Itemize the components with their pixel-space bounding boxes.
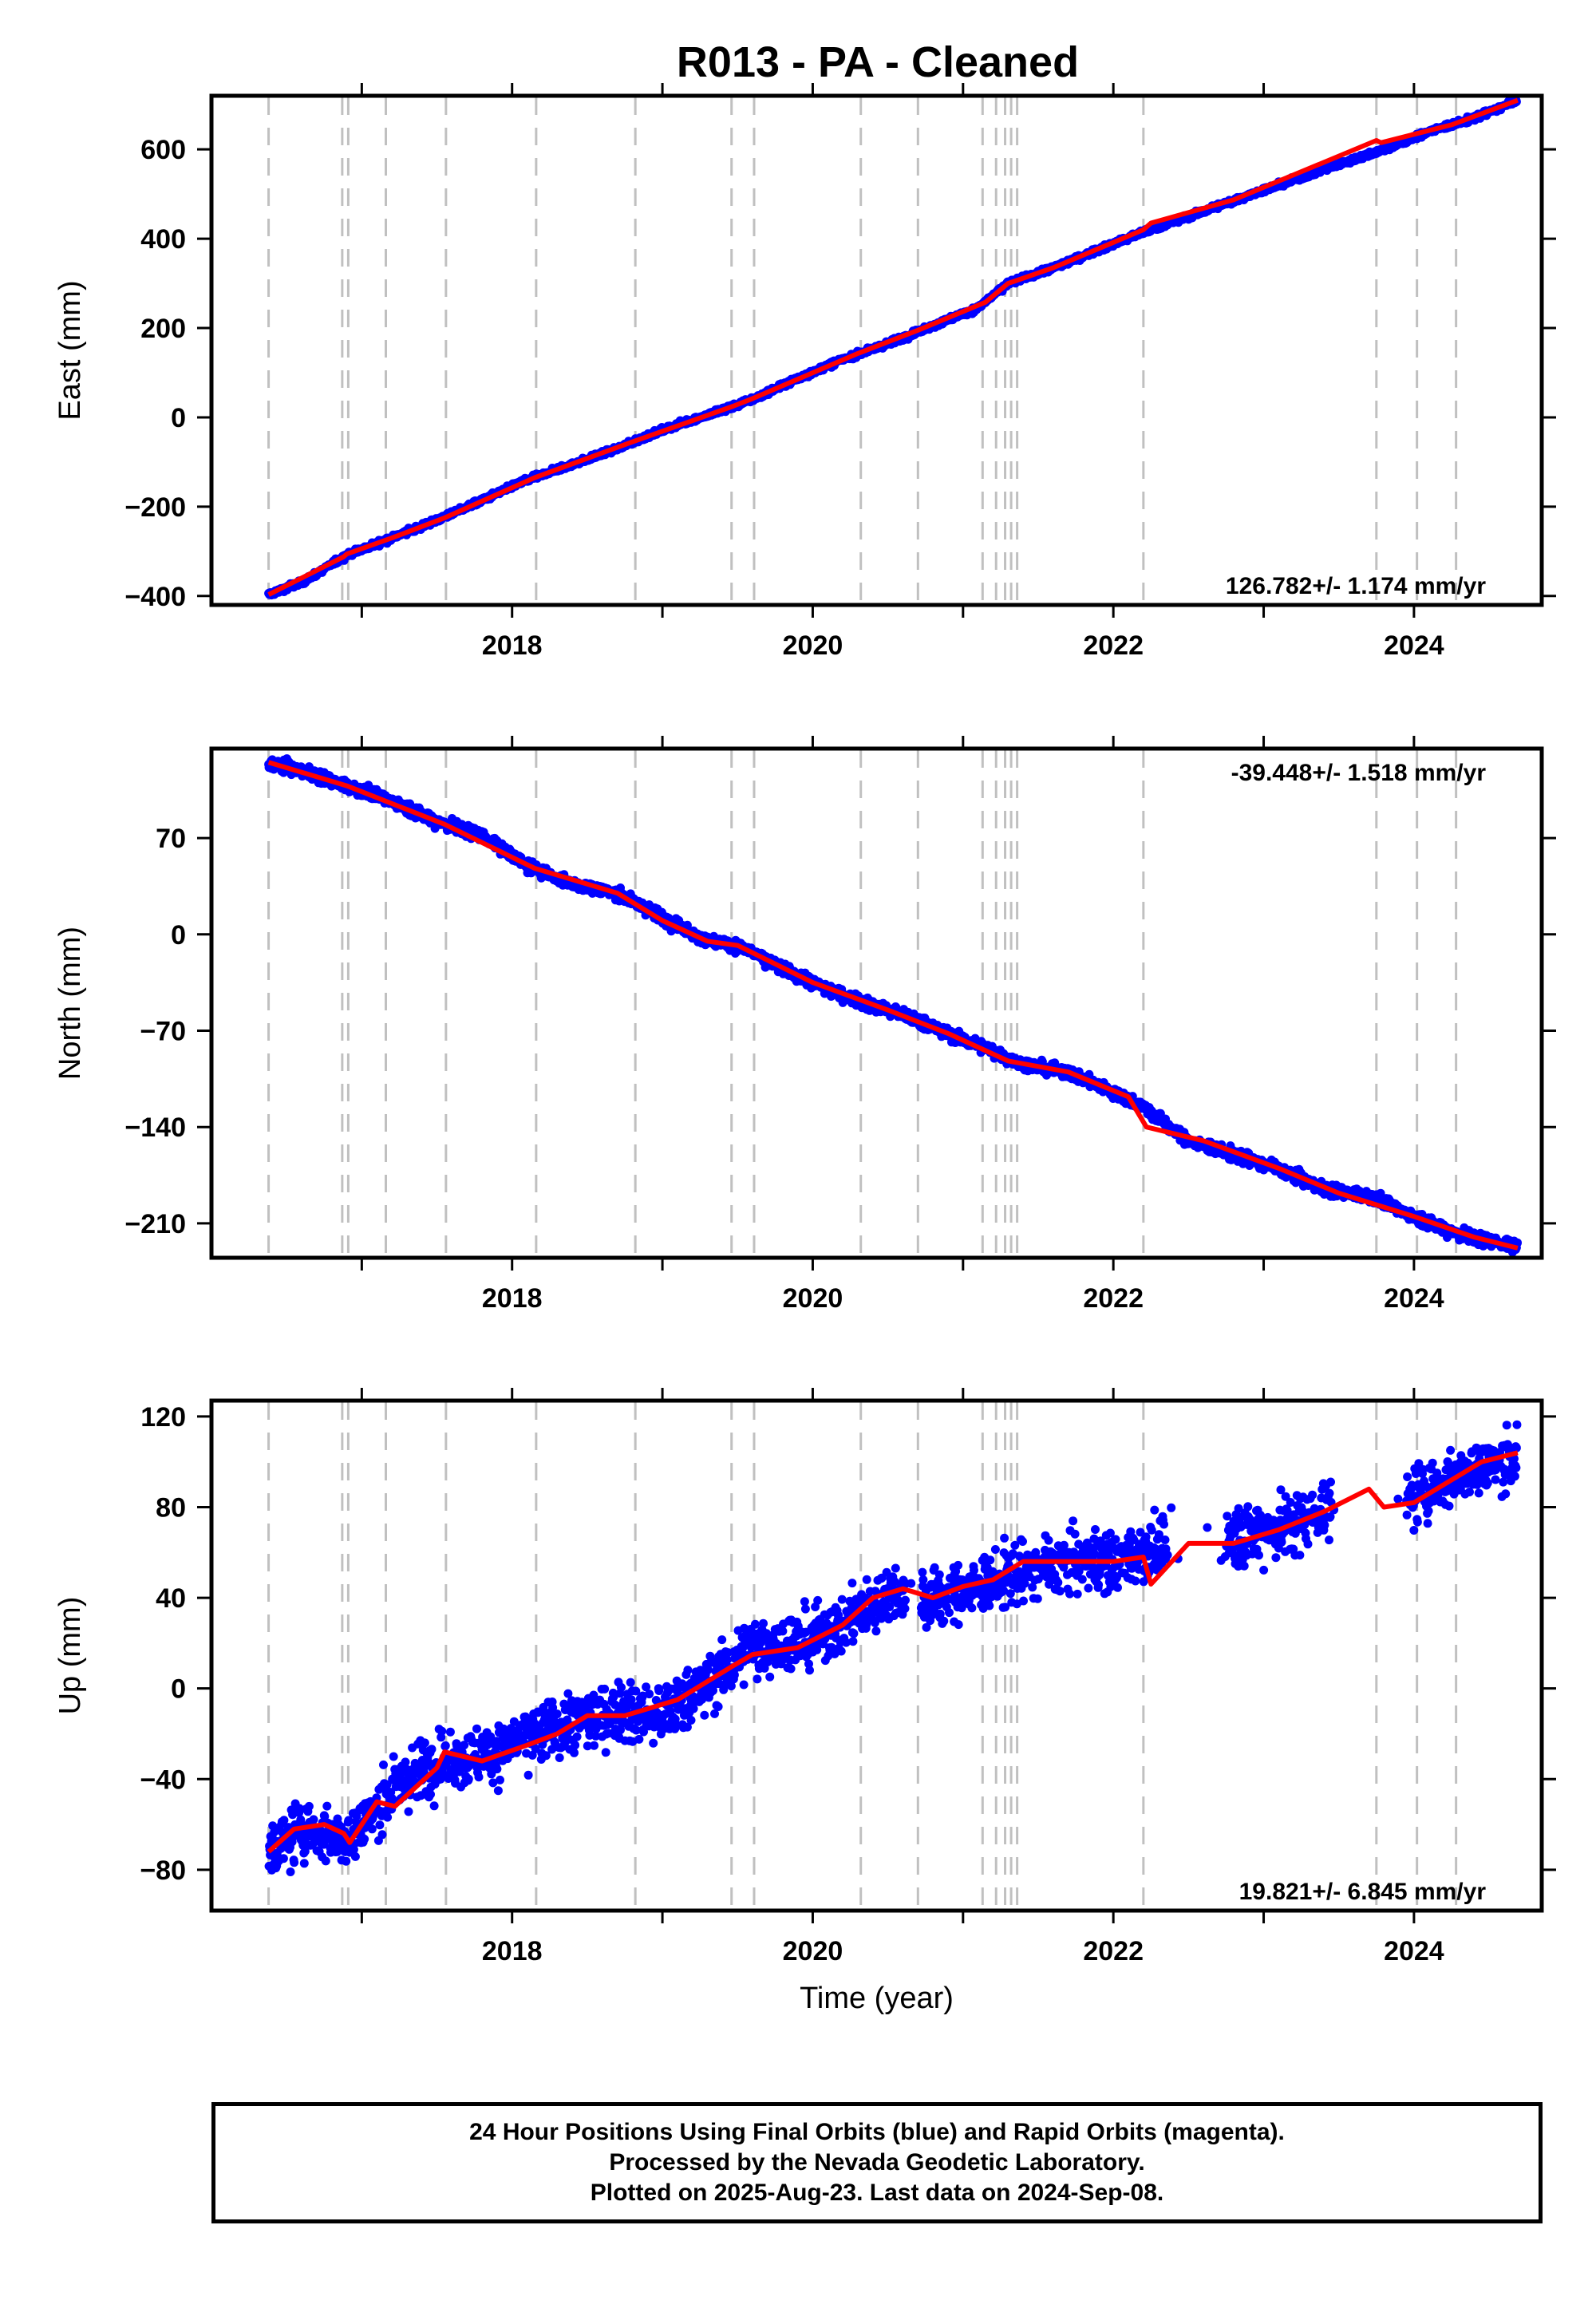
plot-layer: −400 −200 0 200 400 600 2018 2020 2022 2024 (124, 83, 1556, 661)
y-tick-label: 400 (140, 224, 186, 255)
x-tick-label: 2018 (482, 630, 543, 661)
chart-title: R013 - PA - Cleaned (677, 38, 1079, 86)
y-tick-label: 200 (140, 314, 186, 344)
x-tick-label: 2024 (1384, 630, 1444, 661)
y-tick-label: 0 (171, 403, 186, 433)
position-dots (264, 95, 1521, 600)
y-tick-label: −200 (124, 492, 186, 523)
east-panel: −400 −200 0 200 400 600 2018 2020 2022 2024 East … (53, 83, 1556, 661)
y-tick-label: −140 (124, 1113, 186, 1143)
x-tick-label: 2020 (783, 630, 843, 661)
y-tick-label: −400 (124, 582, 186, 612)
y-tick-label: 600 (140, 135, 186, 165)
y-tick-label: −210 (124, 1209, 186, 1239)
east-ylabel: East (mm) (53, 280, 87, 420)
x-tick-label: 2022 (1083, 630, 1144, 661)
east-rate-label: 126.782+/- 1.174 mm/yr (1226, 573, 1486, 599)
